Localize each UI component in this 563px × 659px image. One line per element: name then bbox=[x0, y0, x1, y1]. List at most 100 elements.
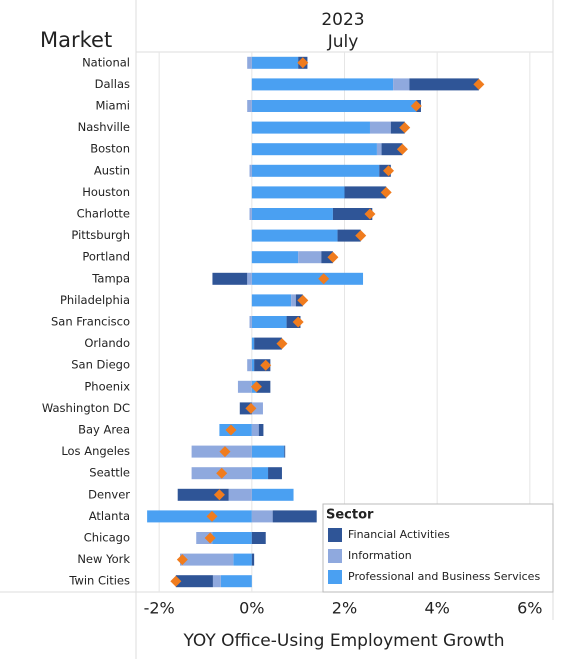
total-marker bbox=[473, 78, 485, 90]
bar-segment bbox=[251, 164, 380, 177]
y-tick-label: Portland bbox=[82, 250, 130, 264]
bar-segment bbox=[251, 337, 255, 350]
total-marker bbox=[170, 575, 182, 587]
bar-segment bbox=[177, 488, 229, 501]
y-tick-label: Austin bbox=[94, 163, 130, 177]
bar-segment bbox=[251, 100, 417, 112]
x-tick-label: -2% bbox=[144, 599, 175, 618]
legend-label: Professional and Business Services bbox=[348, 570, 540, 583]
y-tick-label: Boston bbox=[90, 142, 130, 156]
bar-segment bbox=[251, 143, 377, 156]
total-marker bbox=[213, 489, 225, 501]
bar-segment bbox=[254, 337, 282, 350]
bar-segment bbox=[233, 553, 252, 566]
month-header: July bbox=[327, 32, 359, 52]
bar-segment bbox=[251, 510, 273, 523]
y-tick-label: San Francisco bbox=[51, 315, 130, 329]
total-marker bbox=[250, 381, 262, 393]
bar-segment bbox=[369, 121, 391, 134]
y-axis-title: Market bbox=[40, 28, 112, 52]
y-tick-label: Pittsburgh bbox=[71, 228, 130, 242]
total-marker bbox=[380, 186, 392, 198]
bar-segment bbox=[237, 380, 252, 393]
bar-segment bbox=[251, 186, 345, 199]
total-marker bbox=[206, 510, 218, 522]
y-tick-label: Nashville bbox=[78, 120, 130, 134]
x-tick-label: 4% bbox=[424, 599, 449, 618]
total-marker bbox=[219, 446, 231, 458]
bar-segment bbox=[251, 208, 333, 220]
legend-swatch bbox=[328, 528, 342, 542]
bar-segment bbox=[251, 316, 287, 328]
bar-segment bbox=[268, 467, 282, 480]
bar-segment bbox=[376, 143, 382, 156]
y-tick-label: Philadelphia bbox=[60, 293, 130, 307]
y-tick-label: Denver bbox=[88, 487, 130, 501]
bar-segment bbox=[251, 402, 263, 415]
y-tick-label: Miami bbox=[95, 99, 130, 113]
legend-swatch bbox=[328, 549, 342, 563]
bar-segment bbox=[147, 510, 252, 523]
y-tick-label: Chicago bbox=[84, 531, 130, 545]
x-axis-title: YOY Office-Using Employment Growth bbox=[182, 631, 504, 651]
bar-segment bbox=[251, 359, 255, 372]
bar-segment bbox=[321, 251, 333, 264]
total-marker bbox=[216, 467, 228, 479]
total-marker bbox=[260, 359, 272, 371]
y-tick-label: Phoenix bbox=[84, 379, 130, 393]
total-marker bbox=[176, 554, 188, 566]
bar-segment bbox=[272, 510, 317, 523]
bar-segment bbox=[251, 445, 285, 458]
bar-segment bbox=[247, 359, 252, 372]
bar-segment bbox=[381, 143, 403, 156]
y-tick-label: San Diego bbox=[71, 358, 130, 372]
bar-segment bbox=[251, 78, 394, 91]
y-tick-label: Bay Area bbox=[78, 423, 130, 437]
bar-segment bbox=[228, 488, 252, 501]
legend-label: Financial Activities bbox=[348, 528, 450, 541]
bar-segment bbox=[251, 251, 299, 264]
bar-segment bbox=[180, 553, 234, 566]
x-tick-label: 2% bbox=[332, 599, 357, 618]
legend-swatch bbox=[328, 570, 342, 584]
bar-segment bbox=[247, 272, 252, 285]
bar-segment bbox=[251, 424, 259, 436]
total-marker bbox=[204, 532, 216, 544]
legend-box bbox=[322, 503, 554, 593]
bar-segment bbox=[247, 56, 252, 69]
bar-segment bbox=[249, 316, 252, 328]
total-marker bbox=[297, 294, 309, 306]
bar-segment bbox=[332, 208, 373, 220]
total-marker bbox=[225, 424, 237, 436]
bar-segment bbox=[390, 121, 405, 134]
total-marker bbox=[318, 273, 330, 285]
x-tick-label: 6% bbox=[517, 599, 542, 618]
bar-segment bbox=[249, 208, 252, 220]
total-marker bbox=[383, 165, 395, 177]
bar-segment bbox=[251, 294, 292, 307]
y-tick-label: National bbox=[82, 55, 130, 69]
bar-segment bbox=[212, 532, 252, 544]
bar-segment bbox=[258, 424, 264, 436]
bar-segment bbox=[247, 100, 252, 112]
total-marker bbox=[327, 251, 339, 263]
y-tick-label: Washington DC bbox=[42, 401, 130, 415]
y-tick-label: Dallas bbox=[95, 77, 130, 91]
legend-title: Sector bbox=[326, 508, 374, 523]
y-tick-label: Atlanta bbox=[89, 509, 130, 523]
y-tick-label: Orlando bbox=[84, 336, 130, 350]
total-marker bbox=[355, 230, 367, 242]
bar-segment bbox=[251, 272, 364, 285]
total-marker bbox=[297, 57, 309, 69]
bar-segment bbox=[251, 229, 338, 242]
legend-label: Information bbox=[348, 549, 412, 562]
total-marker bbox=[410, 100, 422, 112]
bar-segment bbox=[220, 575, 252, 588]
legend: Sector Financial Activities Information Pr… bbox=[322, 503, 554, 593]
bar-segment bbox=[175, 575, 213, 588]
bar-segment bbox=[212, 575, 221, 588]
total-marker bbox=[364, 208, 376, 220]
y-tick-label: Los Angeles bbox=[61, 444, 130, 458]
bar-segment bbox=[249, 164, 252, 177]
